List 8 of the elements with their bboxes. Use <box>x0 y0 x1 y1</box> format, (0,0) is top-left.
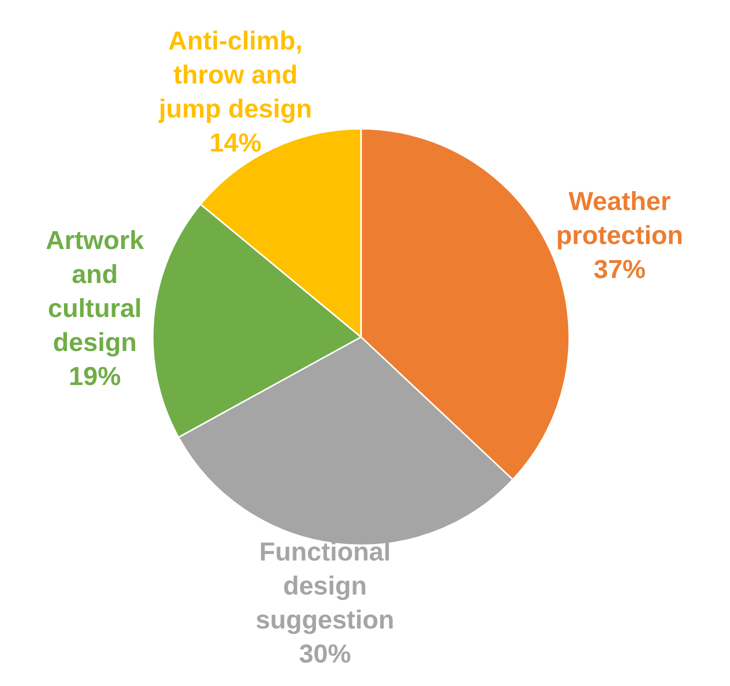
slice-label: Artwork and cultural design <box>46 225 144 358</box>
data-label: 30% <box>298 638 351 668</box>
slice-label: Anti-climb, throw and jump design <box>158 26 312 124</box>
slice-label: Functional design suggestion <box>256 536 394 634</box>
data-label: 19% <box>68 361 121 392</box>
data-label: 14% <box>209 128 262 158</box>
data-label: 37% <box>594 254 646 284</box>
slice-label: Weather protection <box>556 186 684 250</box>
